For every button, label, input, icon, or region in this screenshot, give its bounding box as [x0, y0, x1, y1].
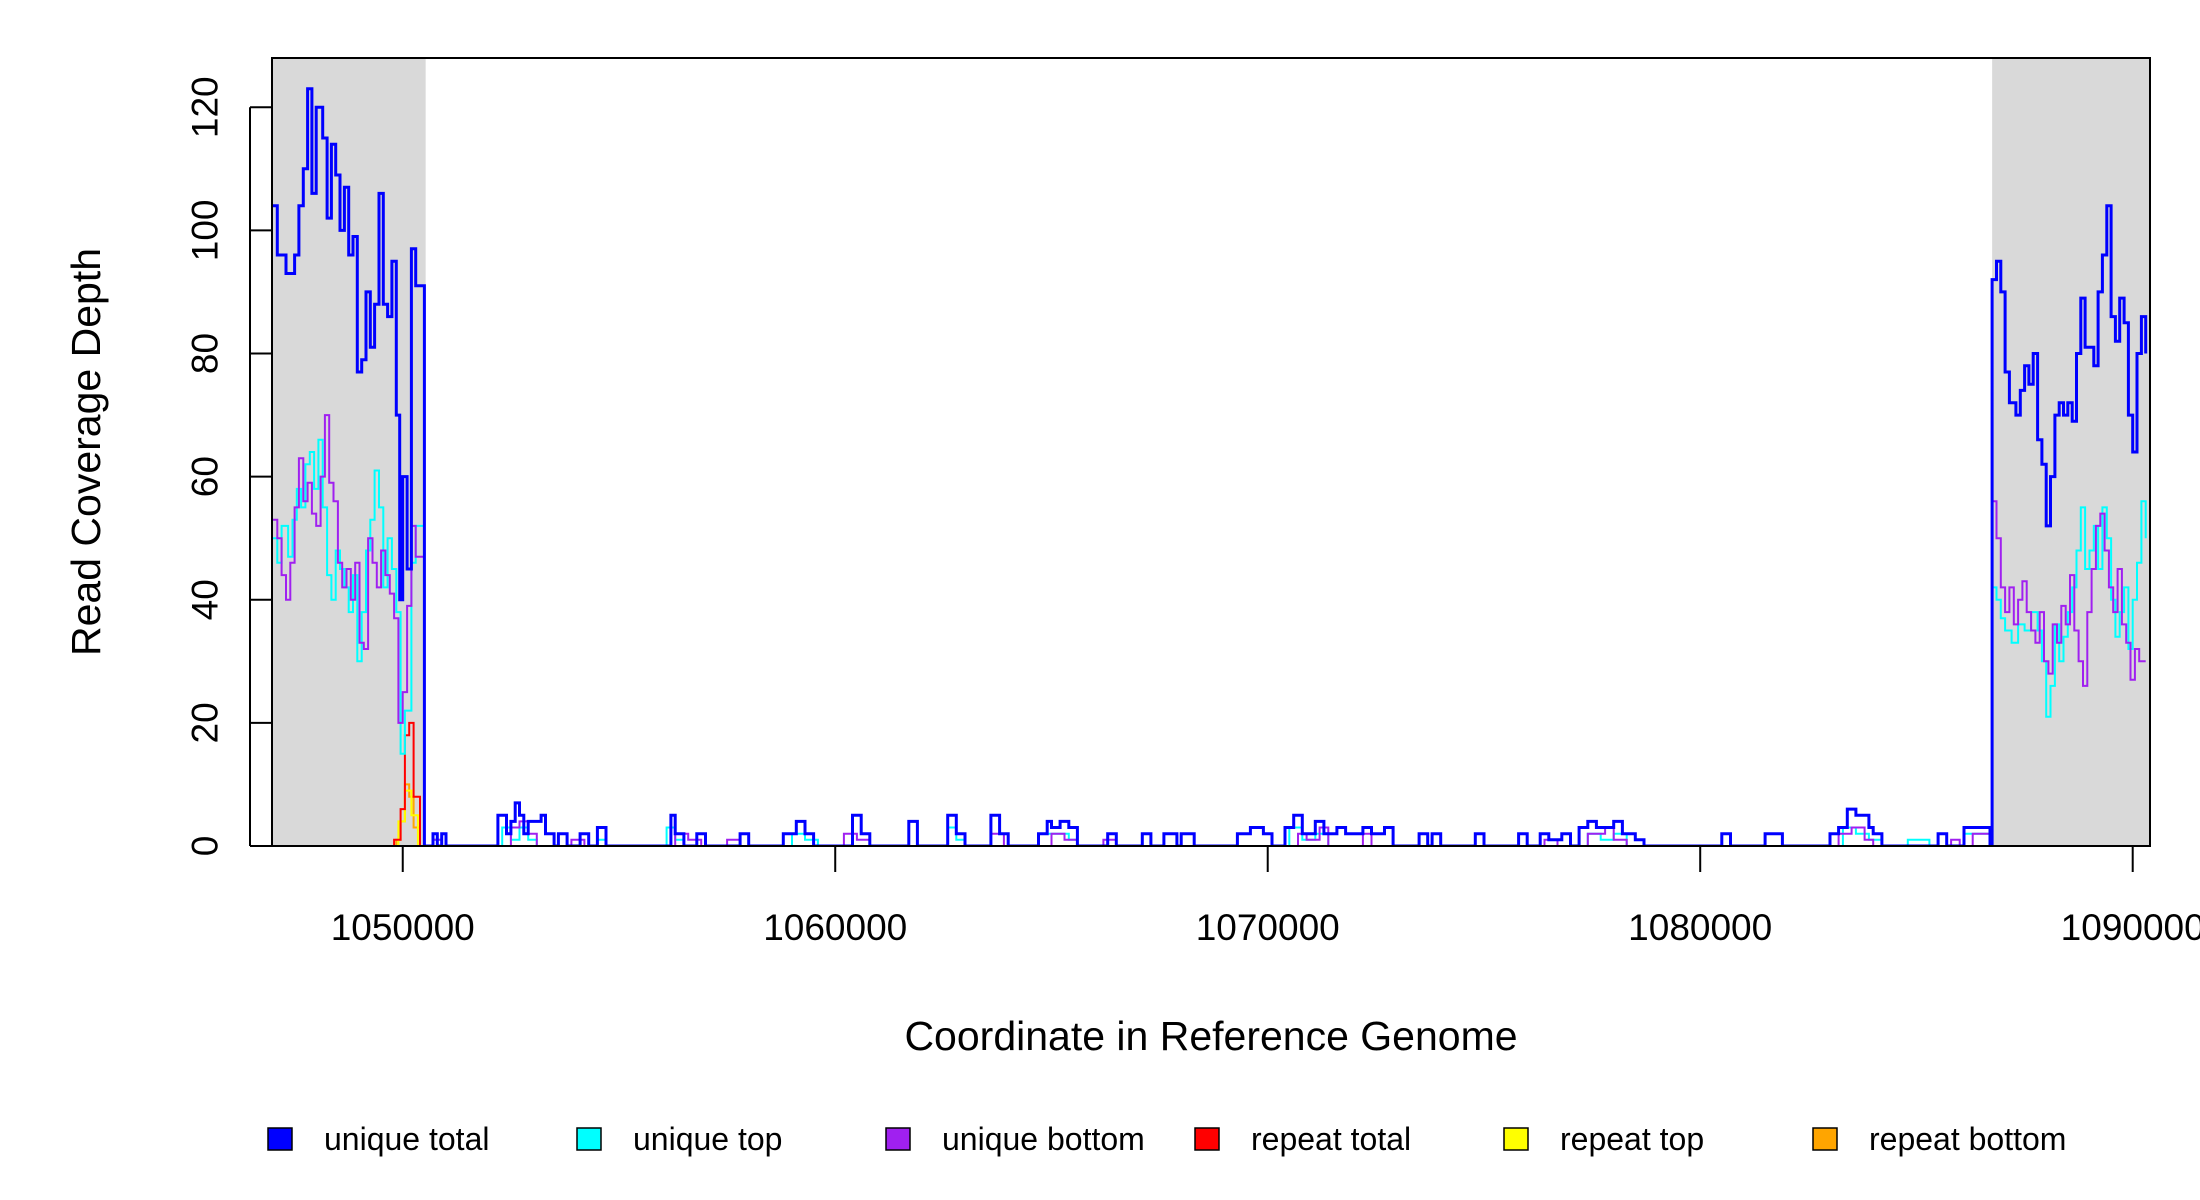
legend-item-repeat-bottom: repeat bottom	[1812, 1121, 2066, 1157]
legend-label: unique total	[324, 1121, 489, 1157]
legend-label: repeat top	[1560, 1121, 1704, 1157]
legend-swatch	[885, 1127, 911, 1151]
series-line-unique-bottom	[273, 414, 2146, 846]
legend-swatch	[576, 1127, 602, 1151]
y-tick-label: 20	[185, 702, 226, 743]
legend-label: repeat bottom	[1869, 1121, 2066, 1157]
y-axis-title: Read Coverage Depth	[63, 248, 109, 656]
x-tick-label: 1050000	[331, 907, 475, 948]
legend-item-unique-total: unique total	[267, 1121, 489, 1157]
series-line-repeat-total	[273, 721, 2150, 846]
legend-item-unique-bottom: unique bottom	[885, 1121, 1145, 1157]
legend-item-repeat-total: repeat total	[1194, 1121, 1411, 1157]
x-tick-label: 1090000	[2061, 907, 2200, 948]
legend-item-unique-top: unique top	[576, 1121, 782, 1157]
legend-label: unique top	[633, 1121, 782, 1157]
legend-item-repeat-top: repeat top	[1503, 1121, 1704, 1157]
y-tick-label: 0	[185, 836, 226, 857]
shaded-region-2	[1992, 58, 2150, 846]
y-tick-label: 120	[185, 76, 226, 138]
legend-swatch	[267, 1127, 293, 1151]
legend: unique total unique top unique bottom repea…	[267, 1121, 2066, 1157]
series-layer	[273, 87, 2150, 846]
y-tick-label: 40	[185, 579, 226, 620]
y-tick-label: 80	[185, 333, 226, 374]
legend-label: repeat total	[1251, 1121, 1411, 1157]
x-axis: 1050000 1060000 1070000 1080000 1090000	[331, 845, 2200, 948]
y-tick-label: 100	[185, 200, 226, 262]
shaded-region-1	[272, 58, 426, 846]
legend-swatch	[1812, 1127, 1838, 1151]
y-tick-label: 60	[185, 456, 226, 497]
series-line-unique-total	[273, 87, 2148, 846]
x-tick-label: 1070000	[1196, 907, 1340, 948]
legend-label: unique bottom	[942, 1121, 1145, 1157]
series-line-repeat-top	[273, 789, 2150, 846]
y-axis: 0 20 40 60 80 100 120	[185, 76, 272, 857]
legend-swatch	[1503, 1127, 1529, 1151]
legend-swatch	[1194, 1127, 1220, 1151]
x-tick-label: 1080000	[1628, 907, 1772, 948]
x-tick-label: 1060000	[763, 907, 907, 948]
x-axis-title: Coordinate in Reference Genome	[904, 1013, 1517, 1059]
